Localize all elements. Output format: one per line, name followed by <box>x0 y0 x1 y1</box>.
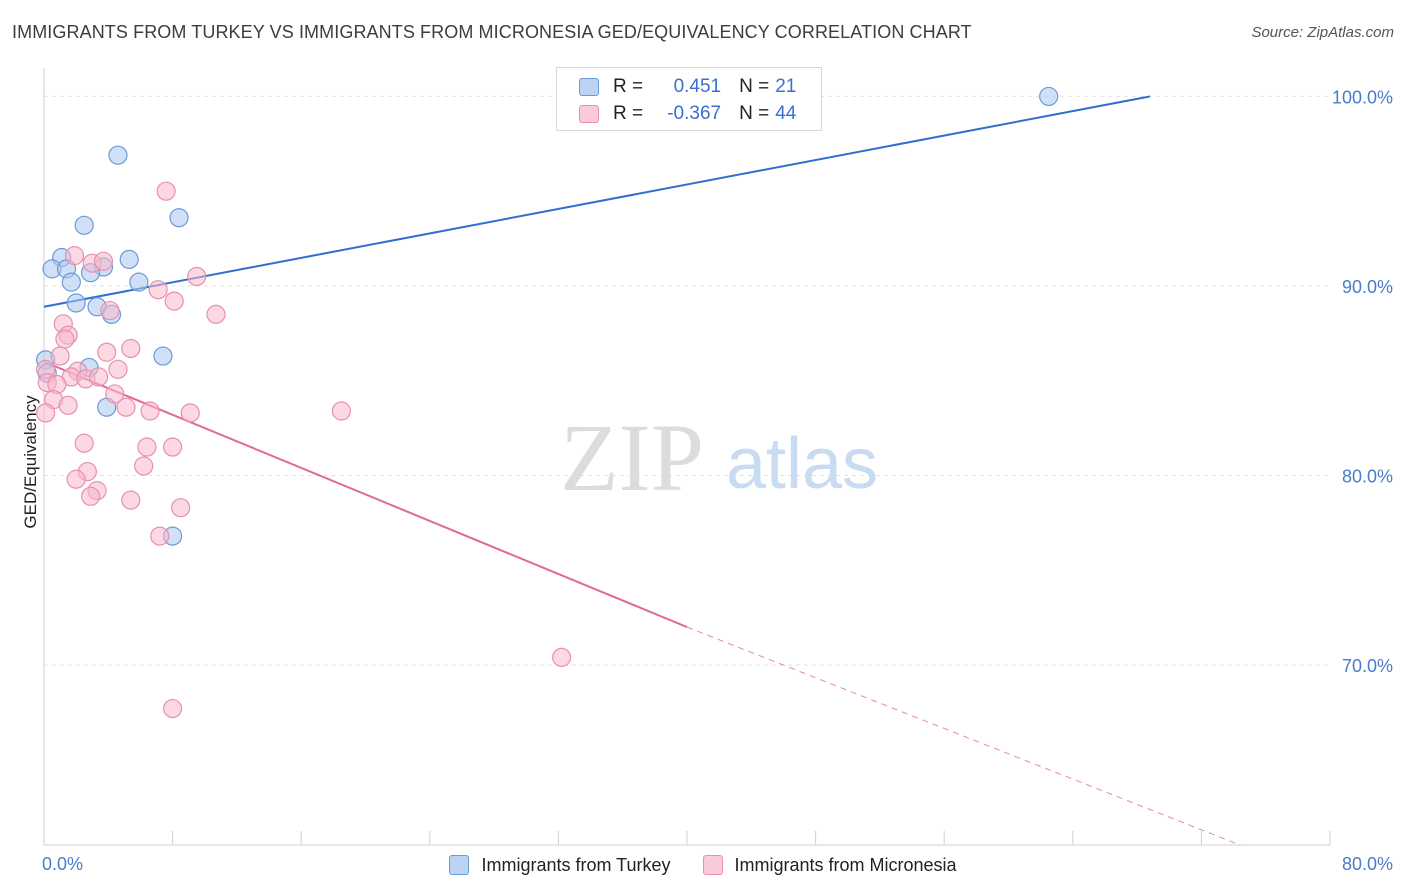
micronesia-point <box>100 300 120 321</box>
correlation-legend: R = 0.451 N = 21 R = -0.367 N = 44 <box>556 67 822 131</box>
watermark-zip: ZIP <box>560 404 704 511</box>
y-tick-label: 100.0% <box>1332 87 1393 107</box>
turkey-point <box>66 293 86 313</box>
micronesia-point <box>116 397 136 417</box>
tick-labels: 70.0% 80.0% 90.0% 100.0% 0.0% 80.0% <box>42 87 1393 874</box>
micronesia-legend-label: Immigrants from Micronesia <box>734 854 957 875</box>
micronesia-point <box>36 403 56 423</box>
y-tick-label: 90.0% <box>1342 277 1393 297</box>
legend-item-micronesia: Immigrants from Micronesia <box>702 854 957 876</box>
turkey-point <box>129 272 149 292</box>
micronesia-point <box>64 246 85 266</box>
micronesia-r-label: R = <box>613 103 644 124</box>
legend-item-turkey: Immigrants from Turkey <box>449 854 671 876</box>
micronesia-point <box>552 647 572 667</box>
micronesia-point <box>180 403 200 423</box>
micronesia-point <box>50 346 70 366</box>
turkey-point <box>61 272 81 292</box>
turkey-point <box>1039 86 1059 107</box>
y-tick-label: 70.0% <box>1342 656 1393 676</box>
y-tick-label: 80.0% <box>1342 466 1393 486</box>
turkey-point <box>119 249 139 270</box>
micronesia-point <box>89 367 109 387</box>
micronesia-point <box>97 342 117 362</box>
series-legend: Immigrants from Turkey Immigrants from M… <box>0 852 1406 878</box>
micronesia-point <box>331 401 351 421</box>
legend-row-micronesia: R = -0.367 N = 44 <box>579 101 796 127</box>
micronesia-point <box>93 251 114 271</box>
legend-row-turkey: R = 0.451 N = 21 <box>579 74 796 100</box>
turkey-legend-label: Immigrants from Turkey <box>481 854 671 875</box>
x-tick-label: 0.0% <box>42 854 83 874</box>
micronesia-point <box>140 401 160 421</box>
turkey-point <box>169 208 189 228</box>
micronesia-point <box>121 490 141 510</box>
micronesia-point <box>108 359 128 379</box>
micronesia-point <box>171 498 191 518</box>
micronesia-n-label: N = <box>739 103 770 124</box>
micronesia-trend-extension <box>686 626 1241 846</box>
axes <box>43 68 1331 846</box>
micronesia-n-value: 44 <box>775 103 797 124</box>
gridlines <box>44 95 1330 666</box>
micronesia-point <box>163 437 183 457</box>
micronesia-point <box>55 329 75 349</box>
micronesia-point <box>58 395 78 415</box>
watermark-atlas: atlas <box>726 424 878 504</box>
micronesia-point <box>66 469 86 489</box>
micronesia-point <box>74 433 94 453</box>
turkey-n-value: 21 <box>775 76 797 97</box>
source-label: Source: ZipAtlas.com <box>1251 24 1394 41</box>
turkey-point <box>74 215 94 235</box>
turkey-n-label: N = <box>739 76 770 97</box>
turkey-swatch <box>579 78 599 96</box>
turkey-legend-swatch <box>449 855 470 875</box>
turkey-r-value: 0.451 <box>673 76 722 97</box>
y-axis-label: GED/Equivalency <box>21 395 40 529</box>
micronesia-legend-swatch <box>702 855 723 875</box>
micronesia-point <box>134 456 154 476</box>
micronesia-point <box>81 486 101 506</box>
micronesia-point <box>164 291 184 311</box>
micronesia-point <box>163 698 183 719</box>
watermark: ZIP atlas <box>560 404 878 511</box>
turkey-r-label: R = <box>613 76 644 97</box>
turkey-point <box>108 145 128 165</box>
turkey-trend-line <box>43 95 1151 308</box>
micronesia-point <box>105 384 125 404</box>
data-points <box>36 86 1059 719</box>
micronesia-r-value: -0.367 <box>667 103 722 124</box>
micronesia-point <box>156 181 176 201</box>
micronesia-point <box>206 304 226 324</box>
micronesia-point <box>187 266 207 287</box>
turkey-point <box>153 346 173 366</box>
x-tick-label: 80.0% <box>1342 854 1393 874</box>
micronesia-point <box>121 338 141 359</box>
micronesia-point <box>150 526 170 546</box>
micronesia-swatch <box>579 105 599 123</box>
chart-title: IMMIGRANTS FROM TURKEY VS IMMIGRANTS FRO… <box>12 22 972 42</box>
micronesia-point <box>137 437 157 457</box>
micronesia-point <box>148 280 168 300</box>
